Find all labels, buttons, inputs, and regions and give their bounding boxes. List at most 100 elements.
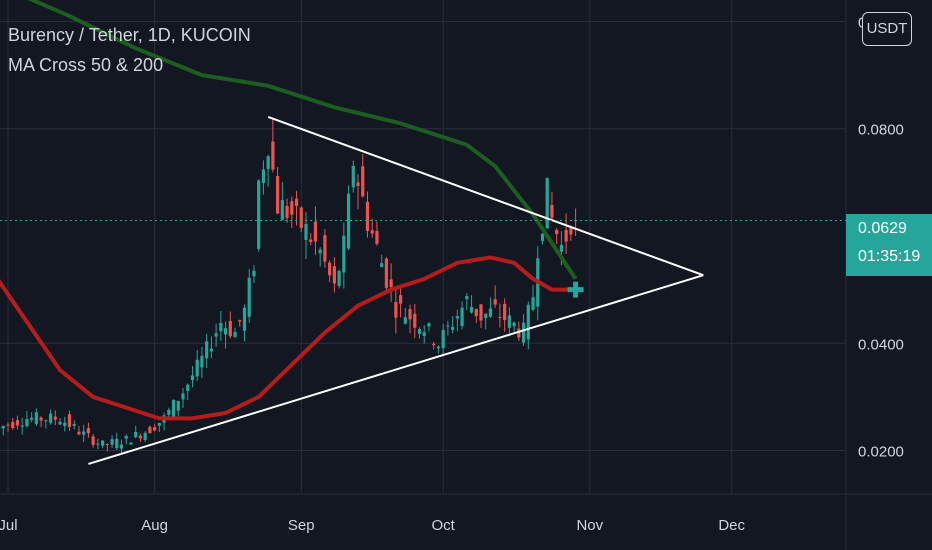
candle-body xyxy=(455,316,459,319)
candle-body xyxy=(167,409,171,415)
candle-body xyxy=(465,296,469,300)
candle-body xyxy=(143,432,147,440)
candle-body xyxy=(559,244,564,252)
candle-body xyxy=(44,420,48,422)
candle-body xyxy=(299,207,303,228)
candle-body xyxy=(413,313,417,328)
candle-body xyxy=(11,421,15,429)
candle-body xyxy=(205,341,209,359)
indicator-label[interactable]: MA Cross 50 & 200 xyxy=(8,55,164,75)
candle-body xyxy=(271,141,275,170)
candle-body xyxy=(337,270,341,287)
candle-body xyxy=(157,422,161,426)
candle-body xyxy=(285,205,289,218)
candle-body xyxy=(531,297,535,310)
candle-body xyxy=(398,295,403,304)
candle-body xyxy=(67,414,72,427)
chart-title: Burency / Tether, 1D, KUCOIN xyxy=(8,25,251,45)
candle-body xyxy=(498,316,502,318)
triangle-lower-line xyxy=(88,274,704,465)
candle-body xyxy=(441,330,445,349)
candle-body xyxy=(171,399,176,420)
candle-body xyxy=(365,201,370,231)
candle-body xyxy=(195,359,199,377)
candle-body xyxy=(233,331,237,338)
candle-body xyxy=(550,205,554,218)
candle-body xyxy=(119,444,124,449)
candle-body xyxy=(408,309,412,320)
time-axis: Jul Aug Sep Oct Nov Dec xyxy=(0,517,746,534)
candle-body xyxy=(313,221,318,242)
candle-body xyxy=(105,444,109,446)
candle-body xyxy=(342,235,346,273)
candle-body xyxy=(436,346,441,349)
candle-body xyxy=(375,230,379,244)
last-price-tag: 0.0629 01:35:19 xyxy=(846,214,932,276)
candle-body xyxy=(280,200,284,220)
candle-body xyxy=(252,270,256,277)
candle-body xyxy=(77,431,81,435)
candle-body xyxy=(190,375,195,381)
candle-body xyxy=(53,416,57,420)
candle-body xyxy=(266,156,270,169)
candle-body xyxy=(384,258,388,288)
candle-body xyxy=(257,180,261,249)
candle-body xyxy=(1,425,5,429)
candle-body xyxy=(569,228,573,235)
candle-body xyxy=(209,348,213,352)
candle-body xyxy=(72,423,76,426)
candle-body xyxy=(290,201,294,215)
bar-countdown: 01:35:19 xyxy=(858,248,921,265)
candle-body xyxy=(30,417,34,420)
ma200-line xyxy=(27,0,578,281)
candle-body xyxy=(484,313,488,319)
candle-body xyxy=(469,306,474,313)
candle-body xyxy=(6,424,10,426)
candle-body xyxy=(526,304,530,340)
candle-body xyxy=(507,315,511,328)
candle-body xyxy=(503,303,507,321)
candle-body xyxy=(148,426,152,434)
candle-body xyxy=(91,436,95,445)
candle-body xyxy=(138,435,143,439)
candle-body xyxy=(101,440,105,446)
candle-body xyxy=(39,417,43,421)
price-tick-label: 0.0200 xyxy=(858,444,904,461)
chart-legend: Burency / Tether, 1D, KUCOIN MA Cross 50… xyxy=(8,20,251,80)
candle-body xyxy=(488,308,493,317)
candle-body xyxy=(96,443,100,445)
candle-body xyxy=(309,239,313,243)
candle-body xyxy=(186,384,190,391)
candles xyxy=(0,119,578,454)
candle-body xyxy=(261,169,266,184)
time-tick-label: Oct xyxy=(431,517,455,534)
time-tick-label: Sep xyxy=(288,517,315,534)
candle-body xyxy=(304,223,308,240)
candle-body xyxy=(181,393,185,400)
ma-cross-marker xyxy=(567,281,584,298)
candle-body xyxy=(214,333,218,337)
candle-body xyxy=(48,413,53,423)
candle-body xyxy=(540,233,545,241)
time-tick-label: Aug xyxy=(141,517,168,534)
candle-body xyxy=(370,230,374,234)
candle-body xyxy=(323,235,327,262)
candle-body xyxy=(351,165,355,188)
candle-body xyxy=(493,299,497,305)
candle-body xyxy=(460,307,464,327)
candle-body xyxy=(20,425,24,427)
time-tick-label: Nov xyxy=(576,517,603,534)
candle-body xyxy=(82,431,86,435)
price-tick-label: 0.0800 xyxy=(858,122,904,139)
last-price-value: 0.0629 xyxy=(858,220,907,237)
candle-body xyxy=(276,176,280,214)
candle-body xyxy=(247,277,251,317)
candle-body xyxy=(545,177,549,229)
candle-body xyxy=(228,320,232,337)
currency-badge[interactable]: USDT xyxy=(862,12,912,46)
ma50-line xyxy=(0,255,576,421)
time-tick-label: Dec xyxy=(718,517,745,534)
candle-body xyxy=(15,420,20,426)
